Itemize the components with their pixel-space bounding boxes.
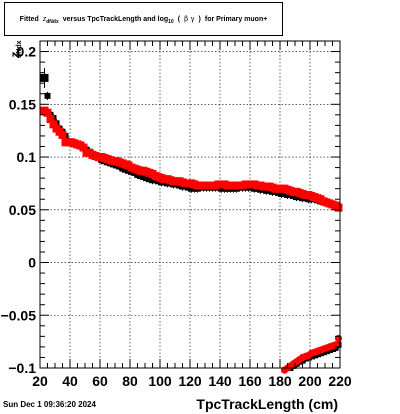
x-tick-label: 200 [298, 373, 322, 389]
main-series-layer [40, 106, 343, 374]
title-part2: versus TpcTrackLength and log [62, 15, 169, 23]
title-paren-close: ) [198, 15, 201, 23]
x-tick-label: 40 [62, 373, 78, 389]
title-part1: Fitted [19, 15, 39, 23]
x-tick-label: 60 [92, 373, 108, 389]
main-data-point [79, 143, 88, 152]
grid-layer [40, 41, 340, 368]
y-tick-label: 0.05 [9, 202, 36, 218]
x-tick-label: 160 [238, 373, 262, 389]
y-tick-label: −0.05 [1, 307, 37, 323]
reference-series-layer [40, 67, 342, 371]
title-beta-gamma: β γ [184, 15, 195, 23]
ref-data-point [40, 73, 49, 82]
main-data-point [58, 130, 67, 139]
tick-layer: 20 40 60 80 100 120 140 160 180 200 220 −0.1 −0.05 0 0… [1, 40, 352, 389]
y-tick-label: 0.15 [9, 96, 36, 112]
x-tick-label: 120 [178, 373, 202, 389]
x-tick-label: 80 [122, 373, 138, 389]
title-part3: for Primary muon+ [204, 15, 268, 23]
y-tick-label: 0 [28, 255, 36, 271]
y-axis-label-sub: dNdx [16, 40, 23, 59]
chart-title: Fitted z dNdx versus TpcTrackLength and l… [4, 2, 283, 36]
y-tick-label: 0.2 [17, 44, 37, 60]
main-data-point [43, 108, 52, 117]
title-log-sub: 10 [168, 19, 174, 25]
x-tick-label: 140 [208, 373, 232, 389]
x-axis-label: TpcTrackLength (cm) [196, 396, 338, 412]
x-tick-label: 20 [32, 373, 48, 389]
y-tick-label: −0.1 [8, 360, 36, 376]
timestamp: Sun Dec 1 09:36:20 2024 [3, 400, 96, 409]
title-paren-open: ( [177, 15, 181, 23]
main-data-point [334, 203, 343, 212]
x-tick-label: 180 [268, 373, 292, 389]
x-tick-label: 220 [328, 373, 352, 389]
main-data-point [46, 115, 55, 124]
x-tick-label: 100 [148, 373, 172, 389]
y-tick-label: 0.1 [17, 149, 37, 165]
main-data-point [49, 120, 58, 129]
ref-data-point [44, 92, 51, 99]
y-axis-label: z dNdx [2, 40, 26, 74]
title-z-sub: dNdx [46, 19, 59, 25]
title-z: z [42, 15, 47, 23]
